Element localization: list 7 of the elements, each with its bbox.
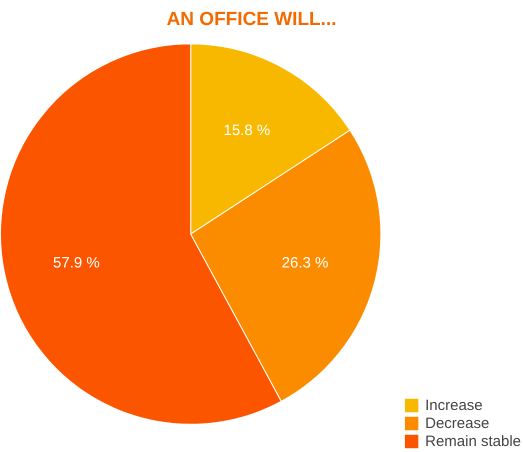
chart-title: AN OFFICE WILL... [166,8,337,30]
legend-label: Remain stable [425,432,521,450]
legend-label: Decrease [425,414,490,432]
data-label: 15.8 % [223,122,270,140]
data-label: 26.3 % [282,254,328,272]
legend-label: Increase [425,396,483,414]
data-label: 57.9 % [53,254,100,272]
